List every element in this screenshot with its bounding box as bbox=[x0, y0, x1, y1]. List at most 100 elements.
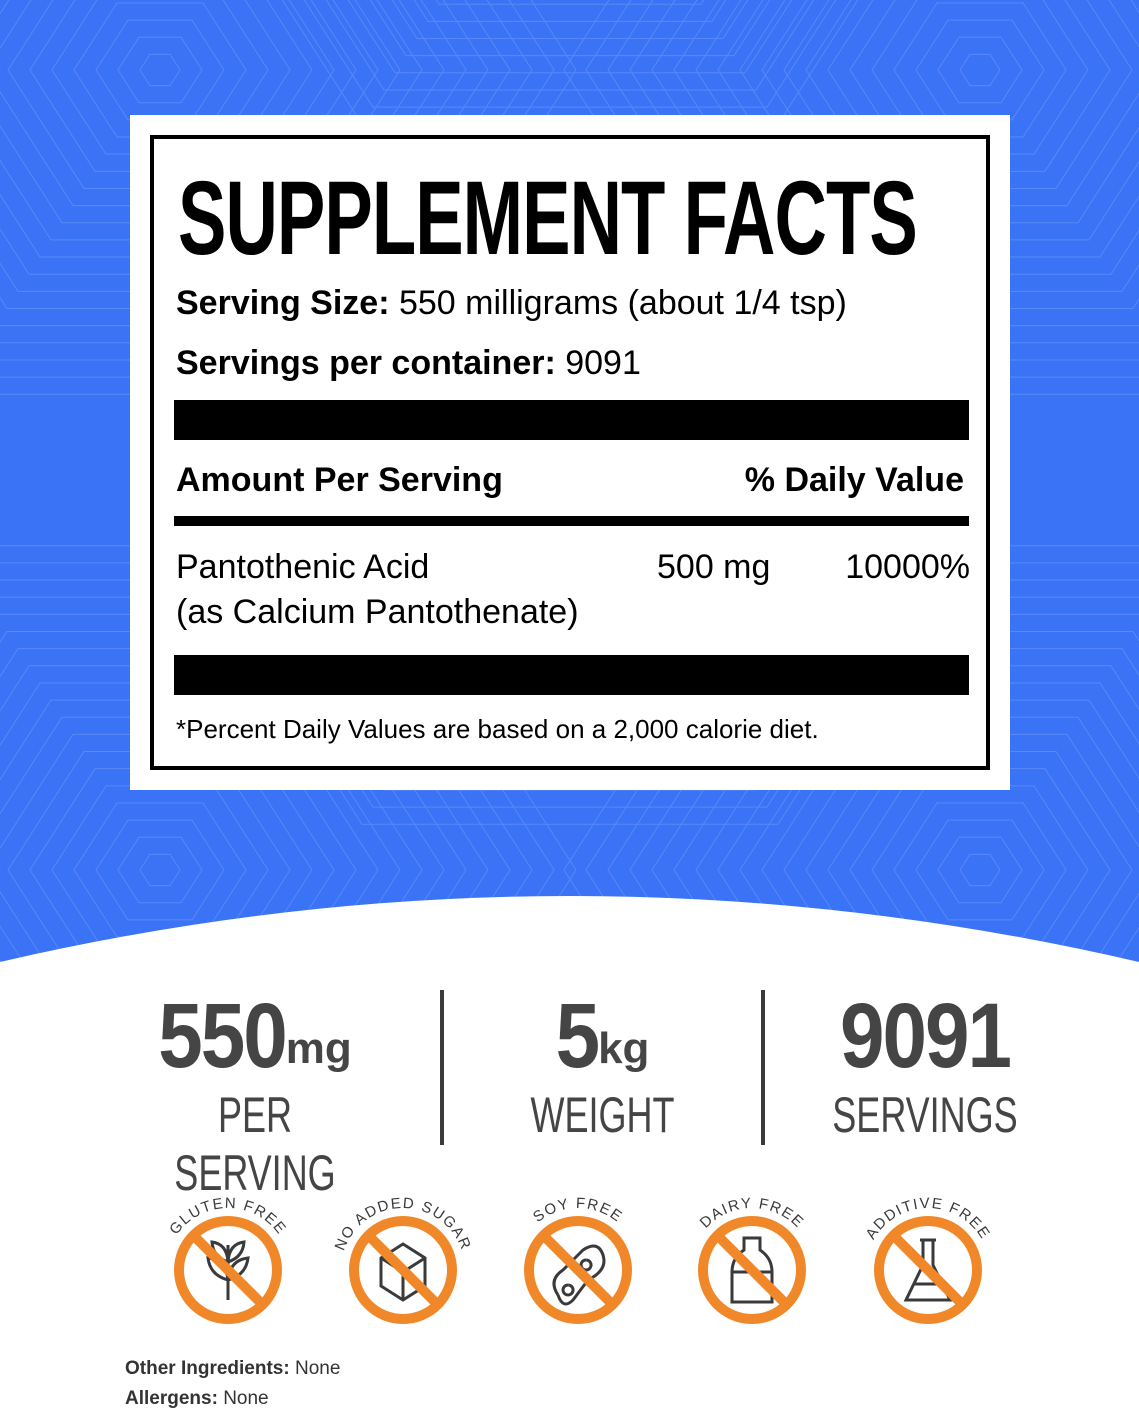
badge-label: DAIRY FREE bbox=[697, 1195, 808, 1232]
pattern-hexagon bbox=[651, 0, 1139, 327]
other-ingredients-label: Other Ingredients: bbox=[125, 1358, 290, 1379]
soybean-icon bbox=[552, 1244, 606, 1306]
stat-unit: kg bbox=[598, 1024, 650, 1073]
other-ingredients-value: None bbox=[294, 1358, 341, 1379]
pattern-hexagon bbox=[871, 0, 1089, 155]
pattern-hexagon bbox=[959, 853, 1001, 887]
stat-per-serving: 550mg PER SERVING bbox=[100, 984, 410, 1202]
ingredient-daily-value: 10000% bbox=[845, 548, 970, 586]
thick-divider bbox=[174, 400, 969, 440]
pattern-hexagon bbox=[325, 0, 815, 91]
pattern-hexagon bbox=[391, 0, 749, 40]
badge-no-added-sugar: NO ADDED SUGAR bbox=[332, 1195, 473, 1324]
thick-divider-bottom bbox=[174, 655, 969, 695]
pattern-hexagon bbox=[959, 53, 1001, 87]
prohibited-slash-icon bbox=[539, 1231, 617, 1309]
pattern-hexagon bbox=[651, 613, 1139, 1000]
medium-divider bbox=[174, 516, 969, 526]
pattern-hexagon bbox=[563, 0, 1139, 395]
prohibited-slash-icon bbox=[364, 1231, 442, 1309]
pattern-hexagon bbox=[607, 0, 1139, 361]
pattern-hexagon bbox=[673, 0, 1139, 310]
prohibited-circle-icon bbox=[524, 1216, 632, 1324]
allergens: Allergens: None bbox=[125, 1388, 269, 1410]
footnote: *Percent Daily Values are based on a 2,0… bbox=[176, 714, 819, 744]
pattern-hexagon bbox=[739, 682, 1139, 1000]
pattern-hexagon bbox=[805, 733, 1139, 1000]
allergens-value: None bbox=[223, 1388, 269, 1409]
free-from-badges: GLUTEN FREE NO ADDED SUGAR SOY FREE DAIRY F… bbox=[166, 1195, 992, 1324]
pattern-hexagon bbox=[915, 819, 1045, 921]
amount-header: Amount Per Serving bbox=[176, 461, 503, 499]
pattern-hexagon bbox=[783, 716, 1139, 1000]
pattern-hexagon bbox=[117, 36, 203, 104]
stat-value: 550 bbox=[158, 984, 287, 1087]
pattern-hexagon bbox=[139, 853, 181, 887]
pattern-hexagon bbox=[739, 0, 1139, 258]
servings-value: 9091 bbox=[565, 344, 641, 382]
badge-soy-free: SOY FREE bbox=[524, 1195, 632, 1324]
badge-additive-free: ADDITIVE FREE bbox=[862, 1195, 992, 1324]
facts-border: SUPPLEMENT FACTS Serving Size: 550 milli… bbox=[150, 135, 990, 770]
prohibited-circle-icon bbox=[874, 1216, 982, 1324]
serving-size: Serving Size: 550 milligrams (about 1/4 … bbox=[176, 284, 847, 323]
stat-divider bbox=[761, 990, 765, 1145]
stat-label: WEIGHT bbox=[530, 1087, 675, 1143]
stat-weight: 5kg WEIGHT bbox=[450, 984, 755, 1144]
pattern-hexagon bbox=[717, 0, 1139, 275]
pattern-hexagon bbox=[695, 0, 1139, 292]
prohibited-slash-icon bbox=[889, 1231, 967, 1309]
pattern-hexagon bbox=[435, 0, 705, 5]
ingredient-form: (as Calcium Pantothenate) bbox=[176, 593, 579, 631]
stat-value: 9091 bbox=[840, 984, 1012, 1087]
allergens-label: Allergens: bbox=[125, 1388, 218, 1409]
pattern-hexagon bbox=[937, 36, 1023, 104]
pattern-hexagon bbox=[761, 699, 1139, 1000]
pattern-hexagon bbox=[937, 836, 1023, 904]
pattern-hexagon bbox=[117, 836, 203, 904]
other-ingredients: Other Ingredients: None bbox=[125, 1358, 340, 1380]
serving-size-label: Serving Size: bbox=[176, 284, 390, 322]
pattern-hexagon bbox=[563, 545, 1139, 1000]
pattern-hexagon bbox=[585, 562, 1139, 1000]
pattern-hexagon bbox=[139, 53, 181, 87]
prohibited-circle-icon bbox=[174, 1216, 282, 1324]
pattern-hexagon bbox=[585, 0, 1139, 378]
prohibited-circle-icon bbox=[698, 1216, 806, 1324]
pattern-hexagon bbox=[893, 2, 1067, 138]
pattern-hexagon bbox=[695, 648, 1139, 1000]
stat-label: SERVINGS bbox=[832, 1087, 1018, 1143]
pattern-hexagon bbox=[761, 0, 1139, 241]
pattern-hexagon bbox=[783, 0, 1139, 224]
servings-label: Servings per container: bbox=[176, 344, 556, 382]
pattern-hexagon bbox=[717, 665, 1139, 1000]
prohibited-slash-icon bbox=[189, 1231, 267, 1309]
stat-value: 5 bbox=[555, 984, 600, 1087]
servings-per-container: Servings per container: 9091 bbox=[176, 344, 641, 383]
stat-divider bbox=[440, 990, 444, 1145]
supplement-facts-panel: SUPPLEMENT FACTS Serving Size: 550 milli… bbox=[130, 115, 1010, 790]
pattern-hexagon bbox=[607, 579, 1139, 1000]
pattern-hexagon bbox=[303, 0, 837, 108]
pattern-hexagon bbox=[893, 802, 1067, 938]
pattern-hexagon bbox=[849, 0, 1111, 172]
stat-label: PER SERVING bbox=[174, 1087, 336, 1201]
ingredient-amount: 500 mg bbox=[657, 548, 771, 586]
prohibited-circle-icon bbox=[349, 1216, 457, 1324]
pattern-hexagon bbox=[915, 19, 1045, 121]
pattern-hexagon bbox=[629, 596, 1139, 1000]
prohibited-slash-icon bbox=[713, 1231, 791, 1309]
pattern-hexagon bbox=[413, 0, 727, 22]
daily-value-header: % Daily Value bbox=[744, 461, 964, 499]
pattern-hexagon bbox=[673, 630, 1139, 1000]
stat-servings: 9091 SERVINGS bbox=[770, 984, 1080, 1144]
pattern-hexagon bbox=[347, 0, 793, 74]
pattern-hexagon bbox=[827, 0, 1133, 189]
facts-title: SUPPLEMENT FACTS bbox=[178, 158, 918, 278]
badge-gluten-free: GLUTEN FREE bbox=[166, 1195, 288, 1324]
badge-dairy-free: DAIRY FREE bbox=[697, 1195, 808, 1324]
pattern-hexagon bbox=[629, 0, 1139, 344]
pattern-hexagon bbox=[369, 0, 771, 57]
serving-size-value: 550 milligrams (about 1/4 tsp) bbox=[398, 284, 847, 322]
ingredient-name: Pantothenic Acid bbox=[176, 548, 430, 586]
